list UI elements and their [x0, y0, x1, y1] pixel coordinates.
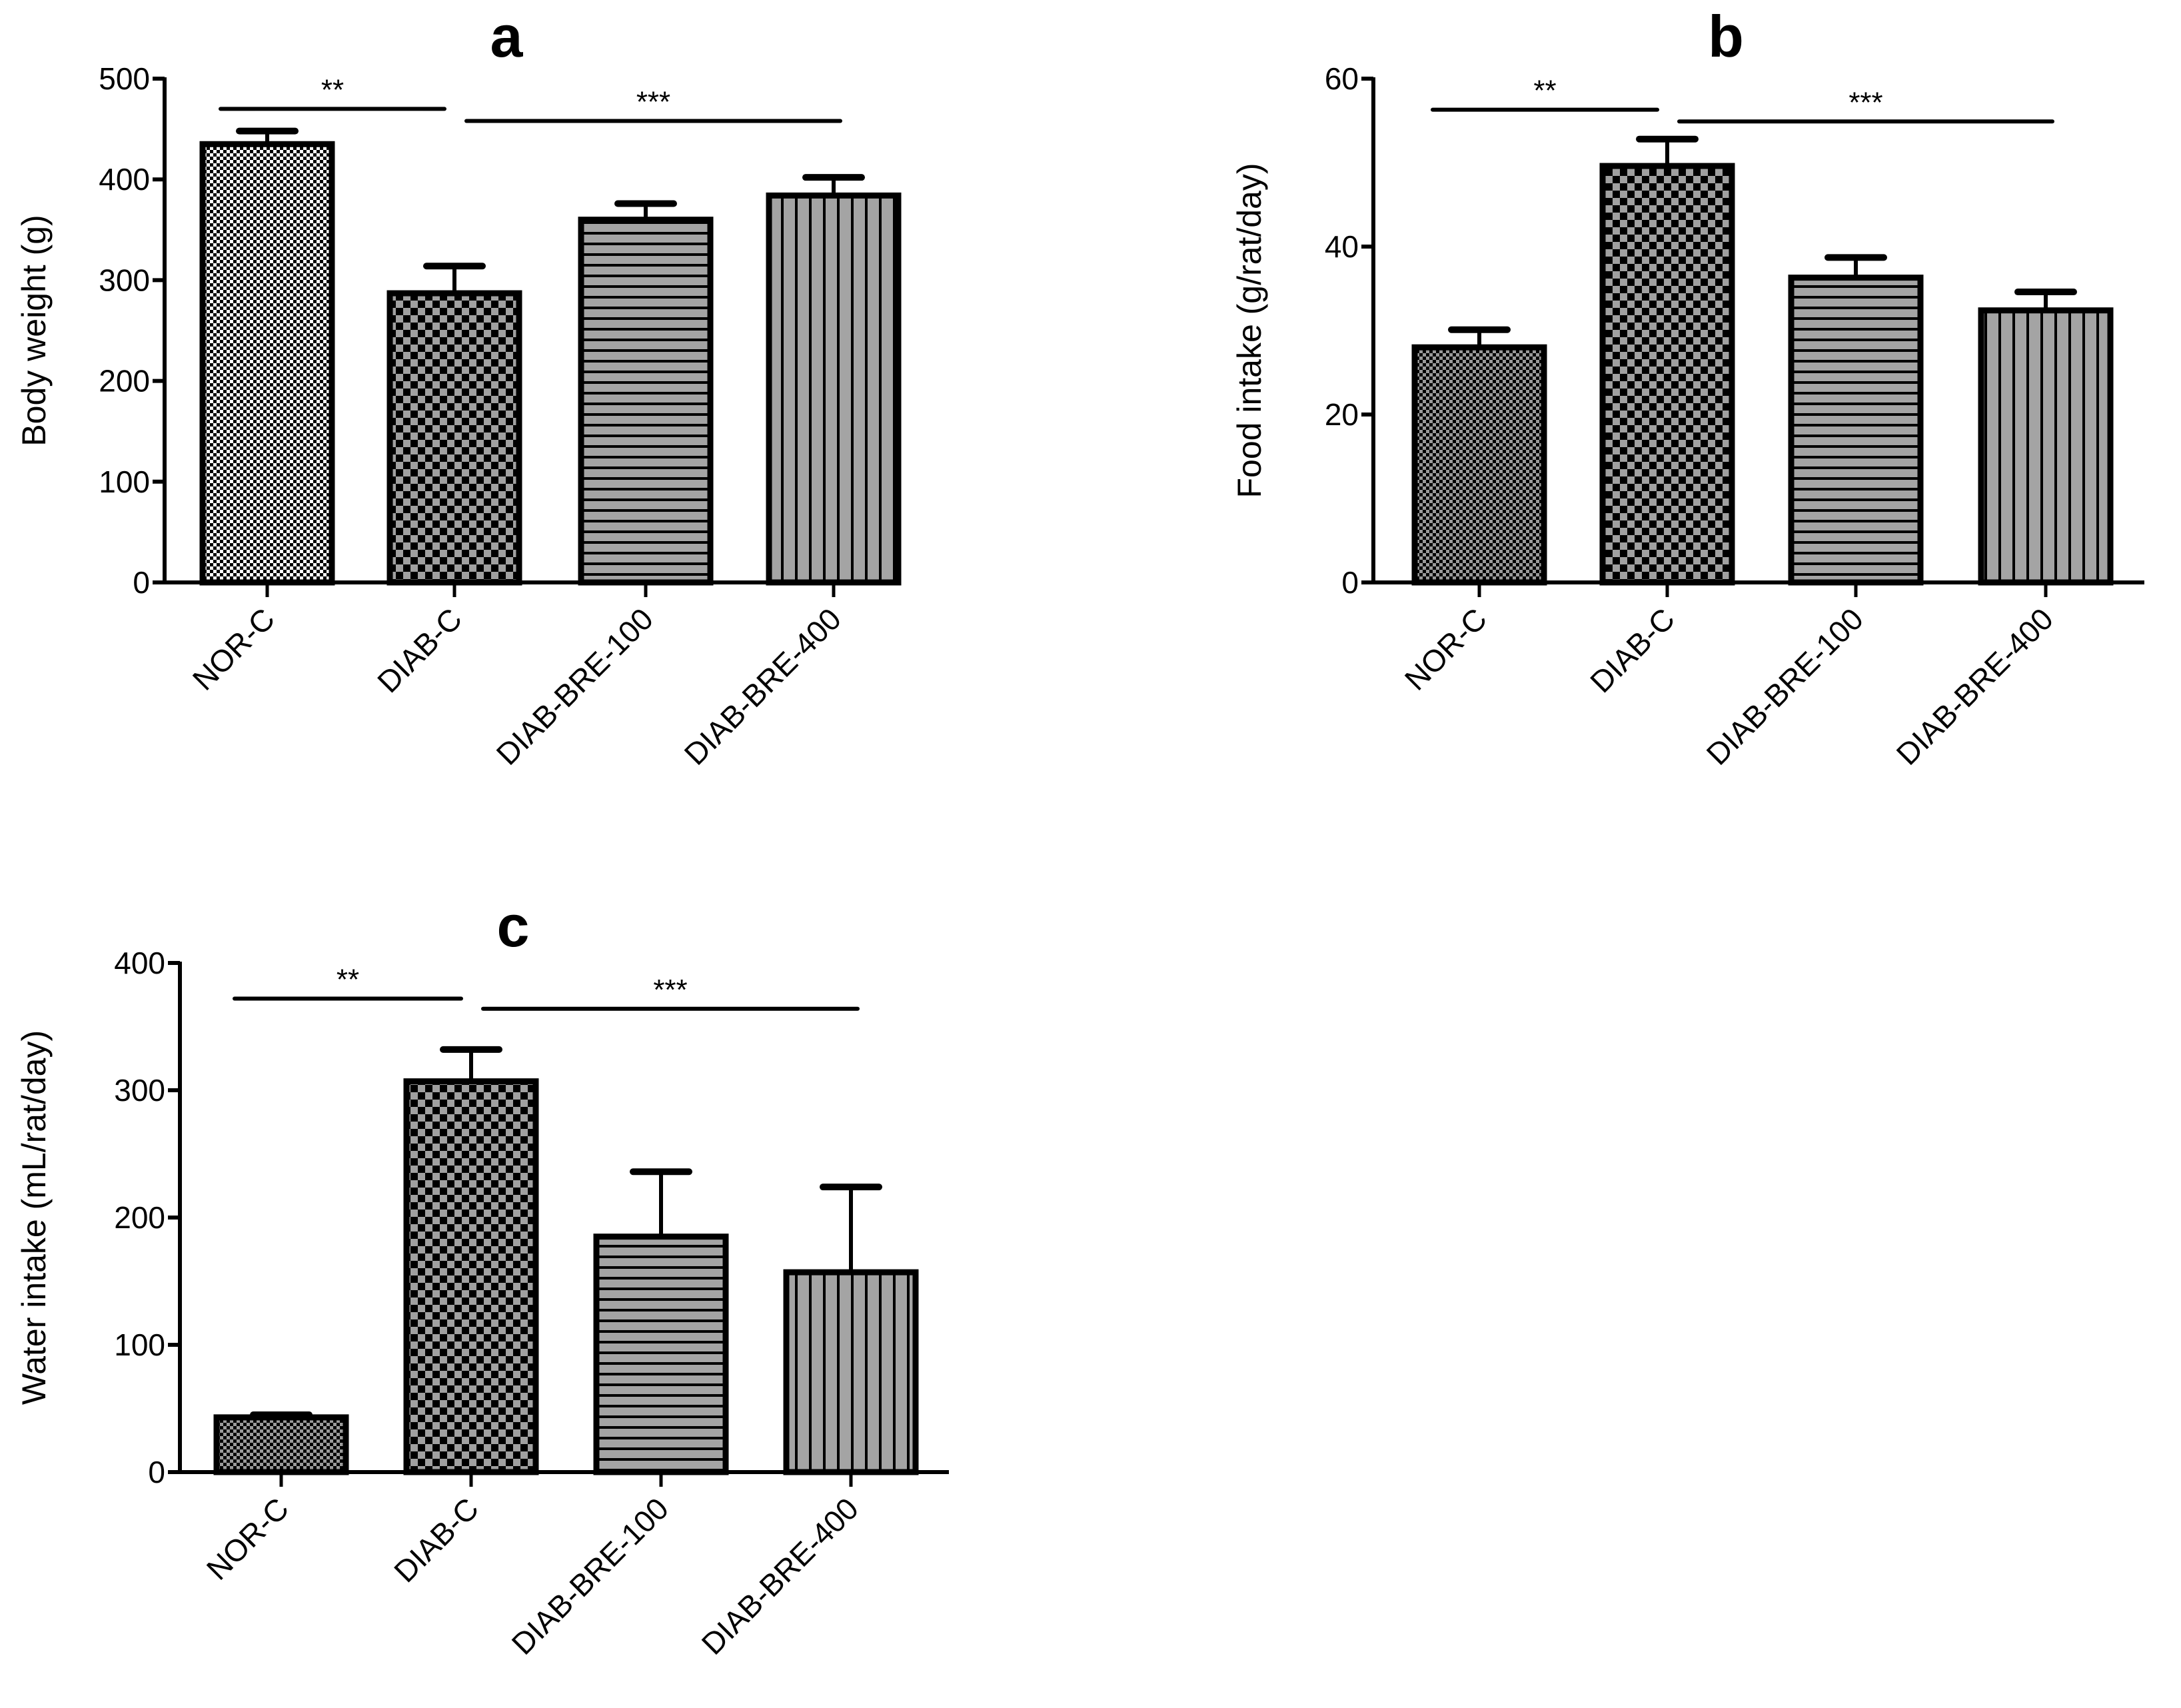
y-tick-label: 300 [99, 263, 150, 297]
x-tick-label: DIAB-BRE-100 [1700, 601, 1870, 772]
y-tick-label: 200 [99, 364, 150, 399]
chart-panel-b: b Food intake (g/rat/day) 0 20 40 60 NOR-C DIAB… [1231, 3, 2144, 772]
y-axis-label: Water intake (mL/rat/day) [15, 1030, 53, 1405]
y-tick-label: 100 [99, 464, 150, 499]
x-tick-label: NOR-C [186, 601, 281, 696]
y-axis-label: Food intake (g/rat/day) [1231, 163, 1268, 498]
y-tick-label: 20 [1325, 397, 1359, 432]
bar-diab-bre-400 [766, 192, 902, 586]
chart-title: a [490, 3, 524, 69]
significance-label: *** [653, 974, 687, 1006]
y-tick-label: 500 [99, 61, 150, 96]
bar-diab-c [403, 1078, 539, 1475]
bar-diab-c [1599, 163, 1735, 586]
significance-label: ** [337, 963, 359, 996]
y-tick-label: 40 [1325, 229, 1359, 264]
y-tick-label: 200 [114, 1200, 165, 1235]
y-tick-label: 400 [114, 946, 165, 980]
x-tick-label: DIAB-BRE-400 [695, 1491, 866, 1661]
x-tick-label: NOR-C [200, 1491, 295, 1586]
bar-diab-bre-400 [783, 1269, 919, 1475]
significance-label: ** [321, 73, 344, 106]
bar-diab-bre-100 [593, 1234, 729, 1475]
x-tick-label: DIAB-BRE-100 [505, 1491, 676, 1661]
x-tick-label: NOR-C [1398, 601, 1493, 696]
chart-panel-c: c Water intake (mL/rat/day) 0 100 200 300 400 N… [15, 893, 949, 1661]
chart-title: c [497, 893, 530, 959]
significance-label: *** [636, 86, 670, 119]
bar-diab-bre-400 [1978, 307, 2114, 586]
y-tick-label: 300 [114, 1073, 165, 1108]
bar-diab-bre-100 [578, 217, 714, 586]
bar-diab-bre-100 [1788, 275, 1924, 586]
y-axis-label: Body weight (g) [15, 215, 53, 446]
y-tick-label: 400 [99, 162, 150, 197]
bar-nor-c [1411, 344, 1547, 586]
bar-diab-c [386, 290, 522, 586]
x-tick-label: DIAB-C [1583, 601, 1681, 699]
chart-panel-a: a Body weight (g) 0 100 200 300 400 500 NOR-C DIA… [15, 3, 902, 772]
x-tick-label: DIAB-BRE-400 [678, 601, 848, 772]
x-tick-label: DIAB-BRE-100 [490, 601, 660, 772]
bar-nor-c [213, 1414, 349, 1475]
significance-label: *** [1848, 86, 1882, 119]
y-tick-label: 0 [148, 1455, 165, 1489]
y-tick-label: 0 [133, 565, 150, 600]
x-tick-label: DIAB-C [387, 1491, 485, 1589]
x-tick-label: DIAB-C [370, 601, 468, 699]
chart-title: b [1708, 3, 1744, 69]
y-tick-label: 0 [1341, 565, 1359, 600]
y-tick-label: 100 [114, 1327, 165, 1362]
bar-nor-c [199, 141, 335, 586]
y-tick-label: 60 [1325, 61, 1359, 96]
x-tick-label: DIAB-BRE-400 [1890, 601, 2060, 772]
significance-label: ** [1533, 75, 1556, 107]
